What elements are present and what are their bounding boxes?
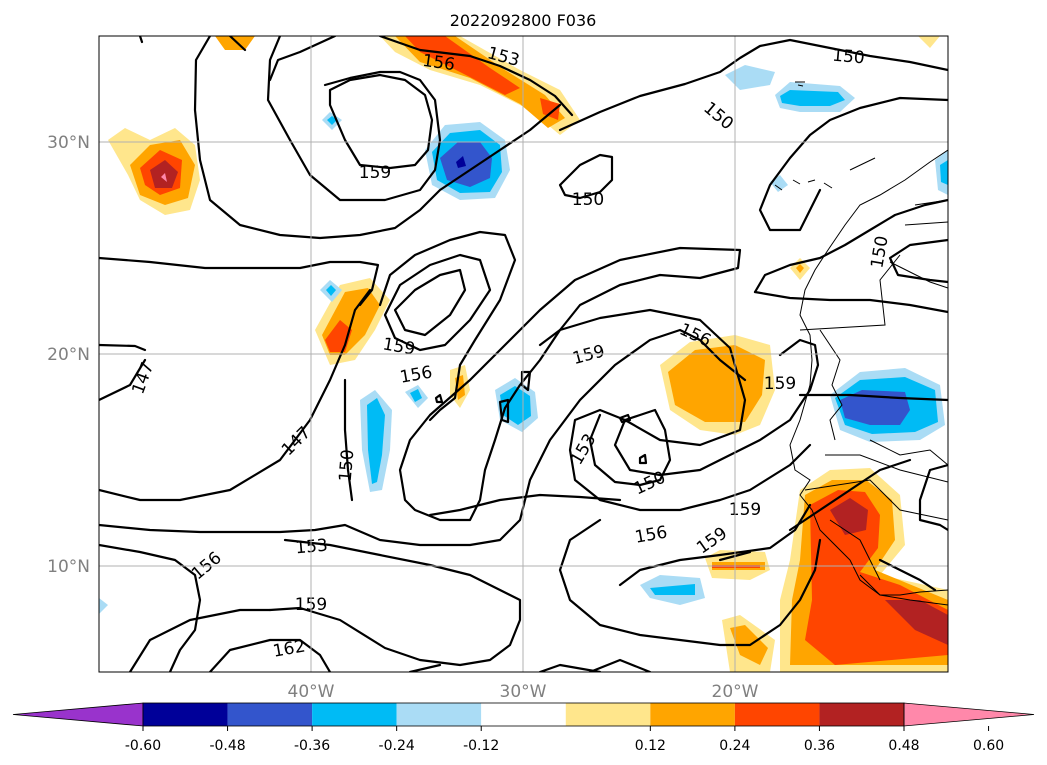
lat-label: 10°N bbox=[47, 557, 90, 577]
colorbar-swatch bbox=[565, 703, 651, 726]
colorbar-tick-label: -0.36 bbox=[294, 738, 330, 754]
colorbar-swatch bbox=[227, 703, 313, 726]
contour-label: 150 bbox=[336, 449, 359, 483]
negative-anomaly-blob bbox=[725, 65, 775, 90]
colorbar-swatch bbox=[650, 703, 735, 726]
colorbar-swatch bbox=[312, 703, 397, 726]
positive-anomaly-blob bbox=[885, 600, 948, 645]
positive-anomaly-blob bbox=[796, 264, 804, 273]
colorbar-extend-high bbox=[903, 702, 1035, 727]
colorbar-extend-low bbox=[12, 702, 144, 727]
colorbar-tick-label: 0.36 bbox=[804, 738, 835, 754]
lon-axis-labels: 40°W 30°W 20°W bbox=[288, 682, 759, 702]
lon-label: 40°W bbox=[288, 682, 335, 702]
negative-anomaly-blob bbox=[367, 398, 385, 484]
colorbar-swatch bbox=[734, 703, 820, 726]
map-frame bbox=[98, 35, 949, 673]
contour-label: 150 bbox=[831, 46, 865, 69]
contour-label: 159 bbox=[764, 374, 796, 394]
contour-label: 159 bbox=[729, 500, 761, 520]
negative-anomaly-blob bbox=[326, 285, 336, 296]
height-contours bbox=[99, 36, 948, 672]
colorbar-tick-label: 0.24 bbox=[719, 738, 750, 754]
positive-anomaly-blob bbox=[161, 173, 167, 182]
positive-anomaly-blob bbox=[918, 36, 940, 48]
colorbar-tick-label: 0.60 bbox=[973, 738, 1004, 754]
colorbar-tick-label: -0.12 bbox=[463, 738, 499, 754]
lat-axis-labels: 30°N 20°N 10°N bbox=[47, 133, 90, 577]
colorbar-tick-label: 0.48 bbox=[888, 738, 919, 754]
positive-anomaly-blob bbox=[215, 36, 255, 50]
colorbar-swatch bbox=[819, 703, 904, 726]
colorbar-tick-label: -0.60 bbox=[125, 738, 161, 754]
colorbar-frame bbox=[142, 702, 905, 727]
negative-anomaly-blob bbox=[940, 160, 948, 185]
positive-anomaly-blob bbox=[668, 345, 765, 422]
contour-label: 159 bbox=[359, 163, 391, 183]
contour-label: 156 bbox=[421, 51, 456, 75]
graticule bbox=[99, 36, 948, 672]
colorbar-swatch bbox=[396, 703, 482, 726]
map-title: 2022092800 F036 bbox=[450, 11, 597, 30]
map-area: 150 153 156 159 159 150 150 150 159 156 … bbox=[99, 36, 948, 672]
colorbar-swatch bbox=[481, 703, 566, 726]
lat-label: 20°N bbox=[47, 345, 90, 365]
shaded-anomalies bbox=[99, 36, 948, 672]
lon-label: 30°W bbox=[500, 682, 547, 702]
lon-label: 20°W bbox=[712, 682, 759, 702]
contour-label: 150 bbox=[572, 190, 604, 210]
colorbar-tick-label: 0.12 bbox=[635, 738, 666, 754]
negative-anomaly-blob bbox=[456, 156, 466, 168]
colorbar-swatch bbox=[143, 703, 228, 726]
contour-label: 153 bbox=[295, 536, 329, 559]
negative-anomaly-blob bbox=[410, 389, 422, 402]
positive-anomaly-blob bbox=[540, 98, 560, 120]
negative-anomaly-blob bbox=[840, 390, 910, 425]
negative-anomaly-blob bbox=[780, 90, 845, 106]
negative-anomaly-blob bbox=[440, 142, 492, 187]
negative-anomaly-blob bbox=[99, 598, 108, 614]
negative-anomaly-blob bbox=[650, 584, 695, 595]
colorbar: -0.60 -0.48 -0.36 -0.24 -0.12 0.12 0.24 0.36 0.4… bbox=[12, 702, 1035, 754]
colorbar-tick-label: -0.24 bbox=[379, 738, 415, 754]
colorbar-tick-label: -0.48 bbox=[209, 738, 245, 754]
lat-label: 30°N bbox=[47, 133, 90, 153]
